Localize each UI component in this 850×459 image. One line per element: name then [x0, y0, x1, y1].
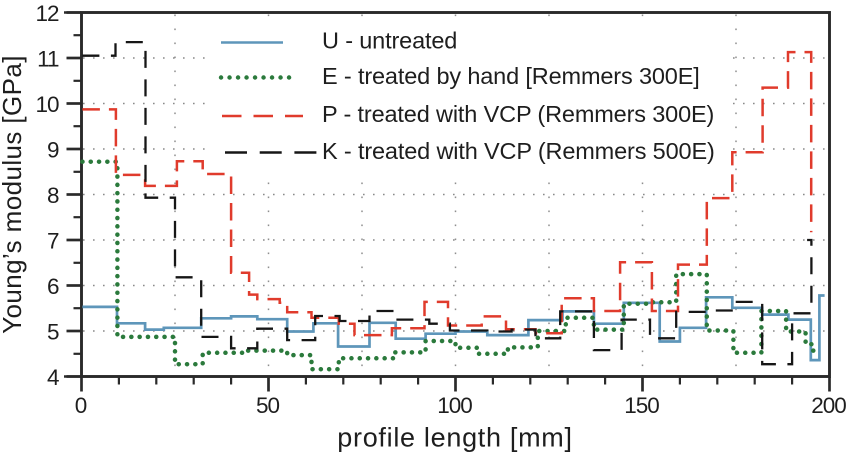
svg-text:12: 12 — [35, 1, 59, 26]
svg-text:11: 11 — [37, 46, 59, 71]
svg-text:4: 4 — [47, 365, 59, 390]
svg-text:150: 150 — [624, 393, 659, 418]
svg-text:0: 0 — [75, 393, 87, 418]
svg-text:7: 7 — [47, 228, 59, 253]
svg-text:Young’s modulus [GPa]: Young’s modulus [GPa] — [0, 55, 27, 334]
svg-text:50: 50 — [256, 393, 280, 418]
svg-text:U - untreated: U - untreated — [322, 28, 457, 54]
svg-text:100: 100 — [437, 393, 472, 418]
svg-text:9: 9 — [47, 137, 59, 162]
svg-text:6: 6 — [47, 274, 59, 299]
svg-text:5: 5 — [47, 319, 59, 344]
svg-text:profile length [mm]: profile length [mm] — [337, 423, 572, 453]
svg-text:P - treated with VCP (Remmers: P - treated with VCP (Remmers 300E) — [322, 101, 714, 127]
svg-text:E - treated by hand [Remmers 3: E - treated by hand [Remmers 300E] — [322, 63, 700, 89]
svg-text:200: 200 — [811, 393, 846, 418]
svg-text:K - treated with VCP (Remmers: K - treated with VCP (Remmers 500E) — [322, 138, 715, 164]
svg-text:10: 10 — [35, 92, 59, 117]
svg-text:8: 8 — [47, 183, 59, 208]
